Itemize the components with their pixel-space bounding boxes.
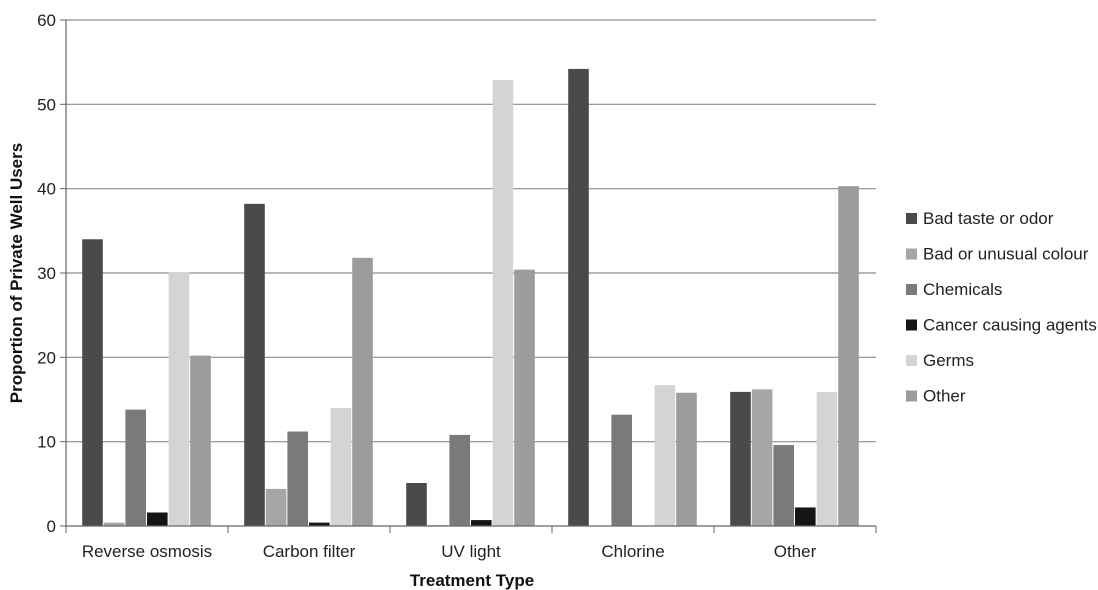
bar (730, 391, 751, 526)
bar (287, 431, 308, 526)
bar (244, 203, 265, 526)
y-axis: 0 10 20 30 40 50 60 (37, 11, 67, 536)
bar (190, 355, 211, 526)
legend-label: Germs (923, 351, 974, 370)
legend-swatch (906, 390, 917, 402)
bar (654, 385, 676, 526)
legend-label: Other (923, 387, 966, 406)
bar (568, 68, 589, 526)
legend: Bad taste or odor Bad or unusual colour Ch… (906, 209, 1097, 406)
y-axis-title: Proportion of Private Well Users (7, 143, 26, 403)
bar (309, 522, 330, 526)
x-tick-label: Other (774, 542, 817, 561)
bar (514, 269, 535, 526)
y-tick-label: 20 (37, 348, 56, 367)
bar (125, 409, 146, 526)
y-tick-label: 30 (37, 264, 56, 283)
legend-swatch (906, 213, 917, 224)
legend-swatch (906, 319, 917, 331)
legend-swatch (906, 284, 917, 295)
x-axis: Reverse osmosis Carbon filter UV light Chlo… (65, 525, 877, 561)
bar (265, 488, 287, 526)
x-tick-label: Reverse osmosis (82, 542, 212, 561)
bars (82, 68, 859, 527)
legend-swatch (906, 248, 917, 260)
bar (406, 482, 427, 526)
legend-label: Cancer causing agents (923, 316, 1097, 335)
x-axis-title: Treatment Type (410, 571, 534, 590)
bar (816, 391, 838, 526)
bar (168, 272, 190, 526)
bar (103, 522, 125, 526)
y-tick-label: 0 (47, 517, 56, 536)
bar (352, 257, 373, 526)
bar (773, 445, 794, 526)
legend-label: Chemicals (923, 280, 1002, 299)
bar (838, 186, 859, 527)
bar (82, 239, 103, 526)
bar (795, 507, 816, 526)
y-tick-label: 50 (37, 95, 56, 114)
x-tick-label: Carbon filter (263, 542, 356, 561)
y-tick-label: 40 (37, 180, 56, 199)
bar (449, 434, 470, 526)
x-tick-label: Chlorine (601, 542, 664, 561)
y-tick-label: 60 (37, 11, 56, 30)
bar (611, 414, 632, 526)
bar (676, 392, 697, 526)
legend-swatch (906, 355, 917, 366)
x-tick-label: UV light (441, 542, 501, 561)
bar (492, 79, 514, 527)
bar (471, 520, 492, 526)
bar (330, 407, 352, 526)
bar (751, 389, 773, 526)
legend-label: Bad taste or odor (923, 209, 1054, 228)
bar (147, 512, 168, 526)
legend-label: Bad or unusual colour (923, 245, 1089, 264)
y-tick-label: 10 (37, 433, 56, 452)
